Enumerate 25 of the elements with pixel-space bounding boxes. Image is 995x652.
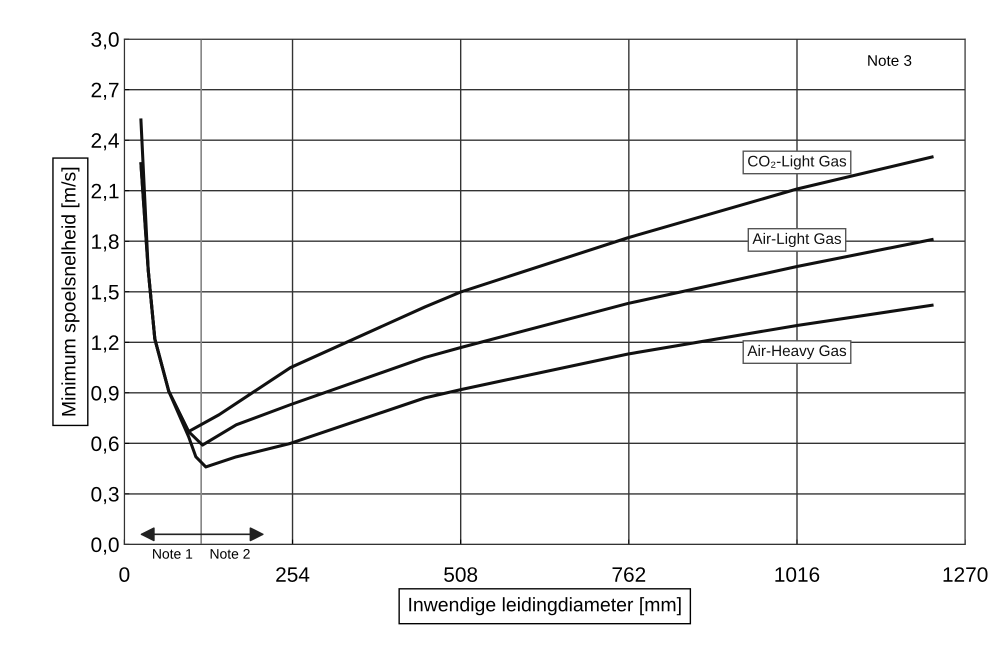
x-tick-label: 1016 bbox=[775, 567, 820, 582]
series-label: Air-Light Gas bbox=[752, 232, 842, 248]
series-label: Air-Heavy Gas bbox=[747, 344, 846, 360]
annotation: Note 3 bbox=[868, 55, 912, 66]
y-tick-label: 1,8 bbox=[92, 234, 119, 252]
y-tick-label: 0,9 bbox=[91, 386, 119, 404]
y-tick-label: 1,2 bbox=[92, 335, 118, 353]
x-tick-label: 0 bbox=[119, 567, 130, 582]
x-tick-label: 254 bbox=[276, 567, 310, 582]
y-tick-label: 0,6 bbox=[91, 436, 119, 454]
y-tick-label: 3,0 bbox=[91, 32, 119, 50]
x-tick-label: 1270 bbox=[944, 567, 988, 582]
y-tick-label: 2,4 bbox=[92, 133, 119, 150]
x-tick-label: 762 bbox=[612, 567, 646, 582]
y-tick-label: 0,3 bbox=[91, 486, 119, 504]
text: Note 2 bbox=[210, 548, 250, 559]
series-label: CO₂-Light Gas bbox=[748, 155, 846, 170]
x-axis-title: Inwendige leidingdiameter [mm] bbox=[409, 597, 681, 616]
y-tick-label: 2,1 bbox=[92, 184, 118, 201]
y-tick-label: 0,0 bbox=[91, 537, 119, 555]
y-axis-title: Minimum spoelsnelheid [m/s] bbox=[61, 168, 80, 416]
y-tick-label: 1,5 bbox=[92, 284, 119, 302]
text: Note 1 bbox=[153, 549, 192, 559]
y-tick-label: 2,7 bbox=[92, 82, 118, 100]
x-tick-label: 508 bbox=[444, 567, 478, 582]
